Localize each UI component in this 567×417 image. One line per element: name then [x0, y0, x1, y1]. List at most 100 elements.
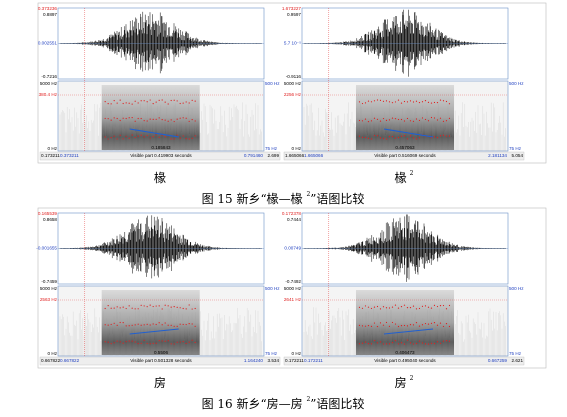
formant-dot — [409, 342, 412, 344]
formant-dot — [134, 308, 136, 310]
freq-max: 5000 Hz — [284, 286, 302, 291]
formant-dot — [131, 324, 133, 326]
formant-dot — [412, 305, 415, 307]
formant-dot — [137, 102, 139, 104]
formant-dot — [394, 118, 397, 120]
formant-dot — [113, 117, 115, 119]
formant-dot — [424, 343, 427, 345]
freq-max: 5000 Hz — [40, 81, 58, 86]
formant-dot — [131, 134, 133, 136]
formant-dot — [376, 135, 379, 137]
formant-dot — [409, 135, 412, 137]
amp-max: 0.8658 — [43, 217, 57, 222]
formant-dot — [358, 135, 361, 137]
formant-dot — [397, 307, 400, 309]
formant-dot — [164, 101, 166, 103]
formant-dot — [361, 136, 364, 138]
formant-dot — [164, 340, 166, 342]
formant-dot — [116, 340, 118, 342]
formant-dot — [182, 117, 184, 119]
formant-dot — [406, 339, 409, 341]
formant-dot — [110, 323, 112, 326]
pitch-min: 75 Hz — [265, 146, 278, 151]
freq-mark: 2641 Hz — [284, 297, 302, 302]
formant-dot — [125, 325, 127, 327]
formant-dot — [137, 117, 139, 120]
formant-dot — [191, 99, 193, 102]
formant-dot — [406, 117, 409, 120]
formant-dot — [367, 306, 370, 308]
formant-dot — [409, 324, 412, 326]
formant-dot — [140, 324, 142, 326]
formant-dot — [179, 323, 181, 325]
formant-dot — [439, 322, 442, 324]
formant-dot — [370, 138, 373, 140]
formant-dot — [140, 342, 142, 344]
formant-dot — [173, 99, 175, 101]
formant-dot — [119, 99, 121, 101]
formant-dot — [433, 304, 436, 306]
formant-dot — [412, 324, 415, 326]
formant-dot — [119, 134, 121, 136]
formant-dot — [128, 340, 130, 342]
formant-dot — [179, 137, 181, 139]
time-end: 0.791460 — [244, 153, 264, 158]
amp-mid: 0.00749 — [284, 246, 301, 251]
formant-dot — [421, 342, 424, 344]
formant-dot — [110, 103, 112, 105]
formant-dot — [134, 324, 136, 326]
formant-dot — [418, 340, 421, 342]
formant-dot — [185, 101, 187, 103]
formant-dot — [191, 323, 193, 325]
formant-dot — [131, 103, 133, 105]
formant-dot — [146, 342, 148, 345]
formant-dot — [394, 323, 397, 325]
formant-dot — [418, 119, 421, 122]
formant-dot — [397, 325, 400, 328]
formant-dot — [409, 100, 412, 102]
formant-dot — [385, 321, 388, 324]
formant-dot — [439, 342, 442, 344]
formant-dot — [448, 117, 451, 119]
formant-dot — [116, 306, 118, 308]
formant-dot — [119, 341, 121, 343]
formant-dot — [433, 343, 436, 345]
formant-dot — [122, 102, 124, 105]
freq-mark: 380.4 Hz — [39, 92, 58, 97]
pitch-contour — [383, 328, 434, 335]
spectrogram-energy — [101, 290, 200, 355]
formant-dot — [448, 340, 451, 342]
spectrogram-energy — [355, 85, 455, 150]
syllable-char: 椽 — [395, 171, 407, 185]
syllable-tone: 2 — [410, 375, 414, 382]
formant-dot — [442, 325, 445, 328]
formant-dot — [418, 101, 421, 104]
time-end: 0.667259 — [488, 358, 508, 363]
time-total: 3.534 — [268, 358, 280, 363]
formant-dot — [442, 304, 445, 307]
formant-dot — [128, 117, 130, 119]
formant-dot — [110, 119, 112, 121]
visible-part: Visible part 0.516069 seconds — [374, 153, 436, 158]
syllable-label: 椽 — [154, 171, 166, 185]
formant-dot — [373, 134, 376, 137]
formant-dot — [424, 322, 427, 325]
formant-dot — [137, 323, 139, 325]
formant-dot — [442, 100, 445, 102]
formant-dot — [125, 307, 127, 310]
formant-dot — [379, 120, 382, 122]
formant-dot — [152, 103, 154, 105]
formant-dot — [397, 99, 400, 101]
formant-dot — [194, 341, 196, 344]
formant-dot — [361, 307, 364, 309]
time-strip — [283, 151, 525, 161]
formant-dot — [143, 120, 145, 122]
formant-dot — [391, 117, 394, 119]
formant-dot — [173, 325, 175, 327]
formant-dot — [116, 324, 118, 327]
formant-dot — [412, 137, 415, 139]
formant-dot — [137, 135, 139, 137]
formant-dot — [424, 118, 427, 121]
